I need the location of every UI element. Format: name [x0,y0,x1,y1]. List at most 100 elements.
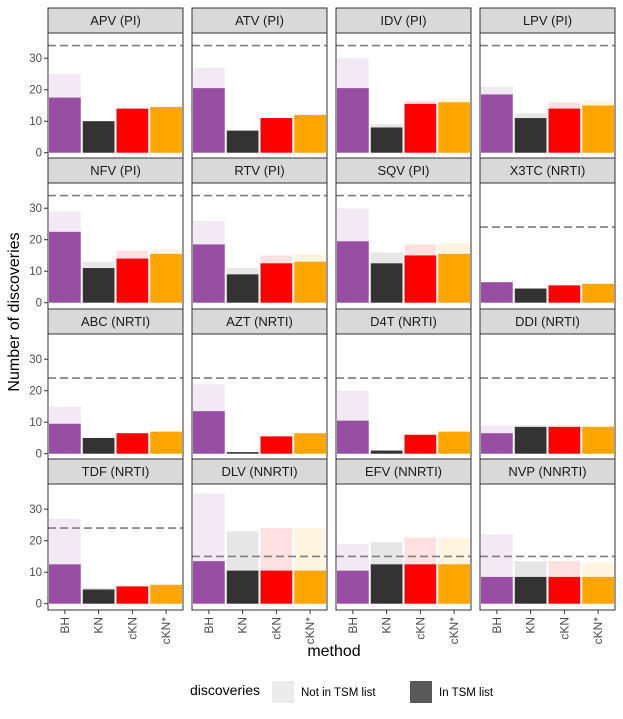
bar-in-tsm [193,561,225,604]
y-tick-label: 30 [29,203,42,215]
bar-in-tsm [193,411,225,454]
panel: LPV (PI) [479,7,616,160]
bar-in-tsm [481,282,513,303]
bar-in-tsm [49,97,81,153]
bar-in-tsm [82,437,115,454]
x-tick-label: BH [202,617,216,634]
legend-label-not-in-tsm: Not in TSM list [301,687,376,699]
bar-in-tsm [481,433,513,454]
panel: SQV (PI) [335,157,472,310]
y-tick-label: 20 [29,85,42,97]
bar-in-tsm [82,268,115,303]
panel-title: ABC (NRTI) [81,314,150,329]
y-tick-label: 0 [36,298,42,310]
y-tick-label: 30 [29,354,42,366]
panel-strip [191,7,328,34]
bar-in-tsm [438,253,470,303]
panel-strip [479,308,616,335]
bar-in-tsm [116,433,149,454]
panel-strip [479,458,616,485]
x-tick-label: cKN [269,617,283,640]
bar-in-tsm [49,231,81,303]
panel-strip [191,458,328,485]
panel: TDF (NRTI) 0 10 20 30 BH KN cKN cKN* [29,458,184,645]
panel: EFV (NNRTI) BH KN cKN cKN* [335,458,472,644]
panel-strip [479,157,616,184]
panel-strip [335,157,472,184]
panel-strip [47,308,184,335]
panel: DLV (NNRTI) BH KN cKN cKN* [191,458,328,644]
x-tick-label: cKN* [591,617,605,645]
x-tick-label: BH [490,617,504,634]
panel: ATV (PI) [191,7,328,160]
bar-in-tsm [294,261,326,303]
bar-in-tsm [370,263,403,303]
bar-in-tsm [49,564,81,604]
panel-title: NFV (PI) [90,163,141,178]
bar-in-tsm [404,564,437,604]
bar-in-tsm [226,274,259,303]
panel-title: EFV (NNRTI) [365,464,442,479]
bar-in-tsm [370,127,403,153]
bar-in-tsm [337,88,369,153]
x-tick-label: cKN* [159,617,173,645]
y-tick-label: 20 [29,386,42,398]
bar-in-tsm [150,431,182,454]
x-tick-label: cKN [413,617,427,640]
legend-swatch-not-in-tsm [272,681,294,703]
panel: D4T (NRTI) [335,308,472,461]
y-tick-label: 30 [29,53,42,65]
bar-in-tsm [582,576,614,604]
y-tick-label: 10 [29,417,42,429]
panel-title: APV (PI) [90,13,141,28]
bar-in-tsm [514,118,547,153]
bar-in-tsm [514,288,547,303]
y-tick-label: 30 [29,504,42,516]
panel-title: SQV (PI) [377,163,429,178]
bar-in-tsm [116,586,149,604]
bar-in-tsm [481,94,513,153]
panel-title: D4T (NRTI) [370,314,437,329]
x-axis-label: method [307,643,360,660]
bar-in-tsm [370,564,403,604]
panel-strip [47,458,184,485]
bar-in-tsm [438,564,470,604]
bar-in-tsm [370,450,403,454]
panel: NFV (PI) 0 10 20 30 [29,157,184,310]
panel-title: DLV (NNRTI) [221,464,297,479]
y-tick-label: 10 [29,567,42,579]
bar-in-tsm [337,241,369,303]
bar-in-tsm [337,570,369,604]
panel-title: NVP (NNRTI) [508,464,586,479]
panel: AZT (NRTI) [191,308,328,461]
bar-in-tsm [260,263,293,303]
bar-in-tsm [116,108,149,153]
bar-in-tsm [294,570,326,604]
y-tick-label: 20 [29,235,42,247]
bar-in-tsm [226,452,259,454]
bar-in-tsm [49,423,81,454]
legend: discoveries Not in TSM list In TSM list [190,681,494,703]
bar-in-tsm [82,589,115,604]
bar-in-tsm [438,431,470,454]
y-tick-label: 10 [29,266,42,278]
x-tick-label: cKN [557,617,571,640]
bar-in-tsm [548,426,581,454]
bar-in-tsm [294,433,326,454]
panel-title: ATV (PI) [235,13,284,28]
bar-in-tsm [548,108,581,153]
bar-in-tsm [226,570,259,604]
x-tick-label: BH [58,617,72,634]
bar-in-tsm [226,130,259,153]
bar-in-tsm [150,107,182,153]
bar-in-tsm [260,118,293,153]
bar-in-tsm [582,283,614,303]
bar-in-tsm [294,114,326,153]
panel-strip [335,458,472,485]
panel-strip [191,157,328,184]
x-tick-label: KN [92,617,106,634]
x-tick-label: KN [524,617,538,634]
bar-in-tsm [337,420,369,454]
bar-in-tsm [404,103,437,153]
